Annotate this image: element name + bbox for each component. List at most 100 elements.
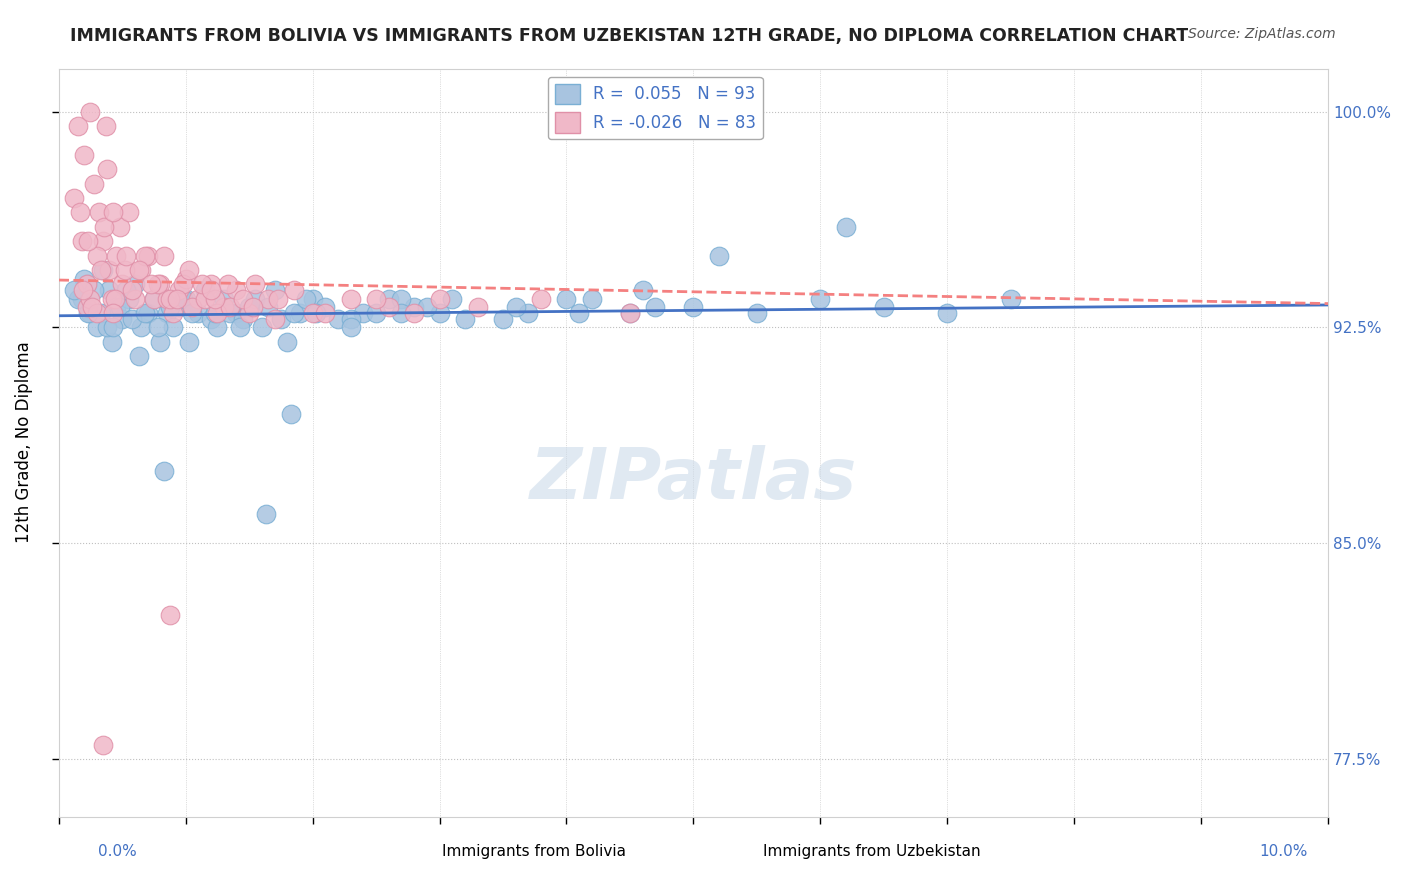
Point <box>441 292 464 306</box>
Point <box>162 306 184 320</box>
Point <box>194 292 217 306</box>
Point <box>101 334 124 349</box>
Point <box>280 407 302 421</box>
Point <box>134 306 156 320</box>
Point <box>103 320 125 334</box>
Point <box>155 306 177 320</box>
Point <box>149 277 172 292</box>
Point <box>238 306 260 320</box>
Point <box>238 301 260 315</box>
Point <box>159 301 181 315</box>
Point <box>682 301 704 315</box>
Point <box>98 283 121 297</box>
Point <box>283 306 305 320</box>
Point <box>200 283 222 297</box>
Point <box>301 306 323 320</box>
Point <box>117 205 139 219</box>
Point <box>169 301 191 315</box>
Point <box>257 292 280 306</box>
Point <box>377 301 399 315</box>
Point <box>129 320 152 334</box>
Point <box>153 464 176 478</box>
Point <box>270 311 292 326</box>
Point <box>124 292 146 306</box>
Point <box>276 334 298 349</box>
Point <box>555 292 578 306</box>
Point <box>121 283 143 297</box>
Point <box>326 311 349 326</box>
Point <box>219 306 242 320</box>
Point <box>91 263 114 277</box>
Text: Source: ZipAtlas.com: Source: ZipAtlas.com <box>1188 27 1336 41</box>
Text: 10.0%: 10.0% <box>1260 845 1308 859</box>
Point <box>134 248 156 262</box>
Point <box>108 219 131 234</box>
Point <box>377 292 399 306</box>
Point <box>404 306 426 320</box>
Point <box>89 205 111 219</box>
Point <box>187 292 209 306</box>
Point <box>212 301 235 315</box>
Point <box>232 311 254 326</box>
Point <box>492 311 515 326</box>
Point <box>142 292 165 306</box>
Point <box>352 306 374 320</box>
Point <box>530 292 553 306</box>
Point <box>245 292 267 306</box>
Point <box>153 248 176 262</box>
Point <box>200 311 222 326</box>
Text: Immigrants from Uzbekistan: Immigrants from Uzbekistan <box>763 845 980 859</box>
Text: Immigrants from Bolivia: Immigrants from Bolivia <box>443 845 626 859</box>
Point <box>339 311 361 326</box>
Point <box>257 301 280 315</box>
Point <box>83 177 105 191</box>
Point <box>835 219 858 234</box>
Point <box>179 334 201 349</box>
Point <box>429 306 451 320</box>
Point <box>225 306 247 320</box>
Point <box>146 277 169 292</box>
Point <box>63 283 86 297</box>
Point <box>242 301 264 315</box>
Point <box>101 292 124 306</box>
Point <box>505 301 527 315</box>
Point <box>79 306 101 320</box>
Point <box>70 234 93 248</box>
Point <box>200 277 222 292</box>
Point <box>111 311 134 326</box>
Point <box>416 301 439 315</box>
Text: 0.0%: 0.0% <box>98 845 138 859</box>
Point <box>128 349 150 363</box>
Point <box>707 248 730 262</box>
Point <box>305 306 328 320</box>
Point <box>93 219 115 234</box>
Point <box>142 292 165 306</box>
Point <box>90 306 112 320</box>
Point <box>166 292 188 306</box>
Point <box>429 292 451 306</box>
Point <box>86 320 108 334</box>
Point <box>77 306 100 320</box>
Text: IMMIGRANTS FROM BOLIVIA VS IMMIGRANTS FROM UZBEKISTAN 12TH GRADE, NO DIPLOMA COR: IMMIGRANTS FROM BOLIVIA VS IMMIGRANTS FR… <box>70 27 1188 45</box>
Point <box>391 292 413 306</box>
Point <box>169 283 191 297</box>
Point <box>467 301 489 315</box>
Point <box>86 306 108 320</box>
Point <box>1000 292 1022 306</box>
Point <box>250 320 273 334</box>
Point <box>745 306 768 320</box>
Point <box>73 271 96 285</box>
Point <box>63 191 86 205</box>
Point <box>128 263 150 277</box>
Point <box>454 311 477 326</box>
Point <box>121 311 143 326</box>
Point <box>568 306 591 320</box>
Point <box>391 306 413 320</box>
Point <box>96 320 118 334</box>
Point <box>103 306 125 320</box>
Point <box>174 271 197 285</box>
Point <box>104 301 127 315</box>
Legend: R =  0.055   N = 93, R = -0.026   N = 83: R = 0.055 N = 93, R = -0.026 N = 83 <box>548 77 762 139</box>
Point <box>212 292 235 306</box>
Point <box>339 320 361 334</box>
